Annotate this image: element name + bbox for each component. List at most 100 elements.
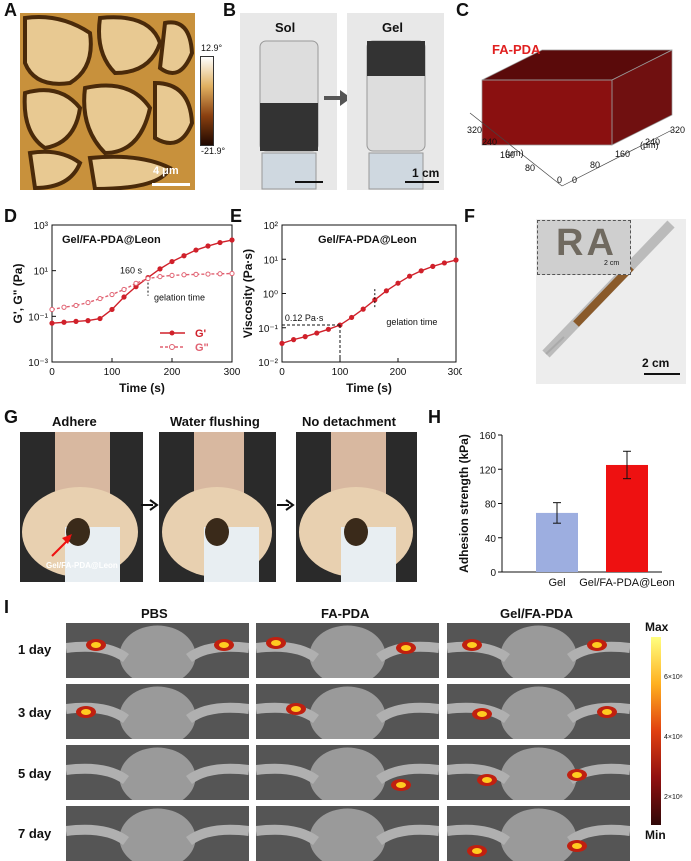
syringe-scalebar-label: 2 cm: [642, 356, 669, 370]
d-point-0: [206, 244, 210, 248]
ivis-mouse-drawing: [447, 623, 630, 678]
ivis-mouse-drawing: [256, 745, 439, 800]
h-category-label-0: Gel: [548, 577, 565, 589]
d-point-0: [158, 267, 162, 271]
d-inset-title: Gel/FA-PDA@Leon: [62, 234, 161, 246]
d-ytick-label: 10¹: [34, 267, 49, 278]
d-point-1: [86, 300, 90, 304]
e-point-0: [454, 258, 458, 262]
ivis-signal-core-0: [467, 642, 477, 648]
ivis-signal-core-0: [271, 640, 281, 646]
d-xtick-label: 0: [49, 367, 55, 378]
ivis-signal-core-0: [291, 706, 301, 712]
e-point-0: [303, 335, 307, 339]
col-label-fa-pda: FA-PDA: [321, 606, 369, 621]
d-point-0: [182, 254, 186, 258]
vial-sol-photo: [240, 13, 337, 190]
ivis-image-r1-c1: [256, 684, 439, 739]
e-point-0: [384, 289, 388, 293]
e-ylabel: Viscosity (Pa·s): [241, 249, 255, 338]
e-xtick-label: 0: [279, 367, 285, 378]
e-point-0: [292, 338, 296, 342]
e-point-0: [280, 341, 284, 345]
syringe-inset-text: RA: [556, 222, 617, 265]
e-xtick-label: 300: [448, 367, 462, 378]
row-label-5-day: 5 day: [18, 766, 51, 781]
d-point-0: [62, 320, 66, 324]
afm-scalebar: [152, 183, 190, 186]
h-ytick-label: 80: [485, 500, 497, 511]
ivis-mouse-drawing: [447, 745, 630, 800]
ivis-signal-core-1: [401, 645, 411, 651]
panel-letter-f: F: [464, 206, 475, 227]
e-inset-title: Gel/FA-PDA@Leon: [318, 234, 417, 246]
confocal-tick-l2: 160: [500, 150, 515, 160]
d-point-1: [98, 296, 102, 300]
e-ytick-label: 10⁻²: [258, 358, 278, 369]
d-ylabel: G', G" (Pa): [11, 264, 25, 324]
e-point-0: [396, 281, 400, 285]
ivis-mouse-drawing: [256, 806, 439, 861]
h-category-label-1: Gel/FA-PDA@Leon: [579, 577, 675, 589]
joint-photo-no-detachment: [296, 432, 417, 582]
ivis-image-r1-c2: [447, 684, 630, 739]
ivis-signal-core-0: [477, 711, 487, 717]
colorbar-tick-2e8: 2×10⁸: [664, 794, 683, 801]
d-legend-label-0: G': [195, 328, 207, 340]
e-ytick-label: 10⁻¹: [258, 324, 278, 335]
ivis-mouse-drawing: [66, 806, 249, 861]
ivis-signal-core-1: [592, 642, 602, 648]
e-annotation: 0.12 Pa·s: [285, 313, 324, 323]
panel-letter-c: C: [456, 0, 469, 21]
ivis-mouse-drawing: [447, 684, 630, 739]
ivis-image-r2-c0: [66, 745, 249, 800]
caption-adhere: Adhere: [52, 414, 97, 429]
confocal-tick-r3: 240: [645, 137, 660, 147]
confocal-tick-r2: 160: [615, 149, 630, 159]
caption-no-detachment: No detachment: [302, 414, 396, 429]
d-point-0: [170, 259, 174, 263]
d-point-1: [206, 272, 210, 276]
ivis-signal-core-0: [81, 709, 91, 715]
e-point-0: [326, 327, 330, 331]
ivis-signal-core-0: [482, 777, 492, 783]
col-label-pbs: PBS: [141, 606, 168, 621]
confocal-tick-r1: 80: [590, 160, 600, 170]
confocal-label: FA-PDA: [492, 42, 540, 57]
adhere-arrow-label: Gel/FA-PDA@Leon: [46, 561, 118, 570]
confocal-tick-r0: 0: [572, 175, 577, 185]
d-point-0: [110, 307, 114, 311]
adhere-pointer-arrow: [48, 530, 78, 565]
ivis-image-r3-c1: [256, 806, 439, 861]
joint-photo-flushing: [159, 432, 276, 582]
e-xlabel: Time (s): [346, 381, 392, 395]
panel-letter-b: B: [223, 0, 236, 21]
d-point-0: [218, 240, 222, 244]
e-point-0: [350, 315, 354, 319]
afm-scale-max: 12.9°: [201, 43, 222, 53]
d-point-0: [122, 295, 126, 299]
confocal-tick-l3: 80: [525, 163, 535, 173]
d-ytick-label: 10³: [34, 221, 49, 232]
ivis-image-r0-c1: [256, 623, 439, 678]
d-point-1: [74, 303, 78, 307]
ivis-signal-core-0: [91, 642, 101, 648]
syringe-scalebar: [644, 373, 680, 375]
panel-letter-a: A: [4, 0, 17, 21]
vial-gel-photo: [347, 13, 444, 190]
d-legend-marker-1: [170, 345, 175, 350]
afm-colorbar: [200, 56, 214, 146]
d-annotation: 160 s: [120, 266, 143, 276]
ivis-mouse-drawing: [66, 745, 249, 800]
vial-scalebar-label: 1 cm: [412, 166, 439, 180]
e-ytick-label: 10²: [264, 221, 279, 232]
e-point-0: [315, 331, 319, 335]
d-point-1: [62, 305, 66, 309]
h-ytick-label: 160: [479, 431, 496, 442]
e-series-line-0: [282, 260, 456, 343]
ivis-mouse-drawing: [66, 623, 249, 678]
d-point-1: [50, 307, 54, 311]
ivis-mouse-drawing: [66, 684, 249, 739]
ivis-image-r1-c0: [66, 684, 249, 739]
col-label-gel-fa-pda: Gel/FA-PDA: [500, 606, 573, 621]
